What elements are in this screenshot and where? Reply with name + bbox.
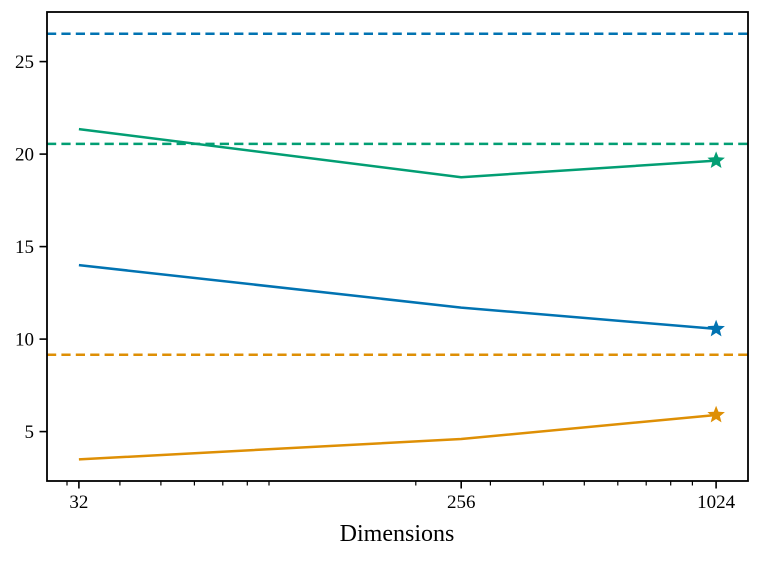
y-tick-label: 25 (15, 52, 34, 73)
series-orange-line (78, 413, 717, 461)
y-tick-label: 5 (25, 422, 35, 443)
end-star-markers (707, 151, 725, 423)
star-marker-blue-line (707, 319, 725, 337)
dashed-reference-lines (47, 32, 748, 357)
x-axis-title: Dimensions (340, 521, 455, 547)
series-green-line (78, 127, 717, 179)
y-tick-label: 10 (15, 330, 34, 351)
star-marker-green-line (707, 151, 725, 168)
tick-labels: 32 256 1024 5 10 15 20 25 (15, 52, 736, 513)
y-tick-label: 15 (15, 237, 34, 258)
x-tick-label: 1024 (697, 492, 736, 513)
series-blue-line (78, 263, 717, 331)
x-tick-label: 32 (69, 492, 88, 513)
plot-border (46, 11, 749, 482)
x-tick-label: 256 (447, 492, 476, 513)
data-series-lines (78, 127, 717, 461)
y-tick-label: 20 (15, 145, 34, 166)
star-marker-orange-line (707, 405, 725, 423)
axes-and-ticks (39, 11, 749, 489)
